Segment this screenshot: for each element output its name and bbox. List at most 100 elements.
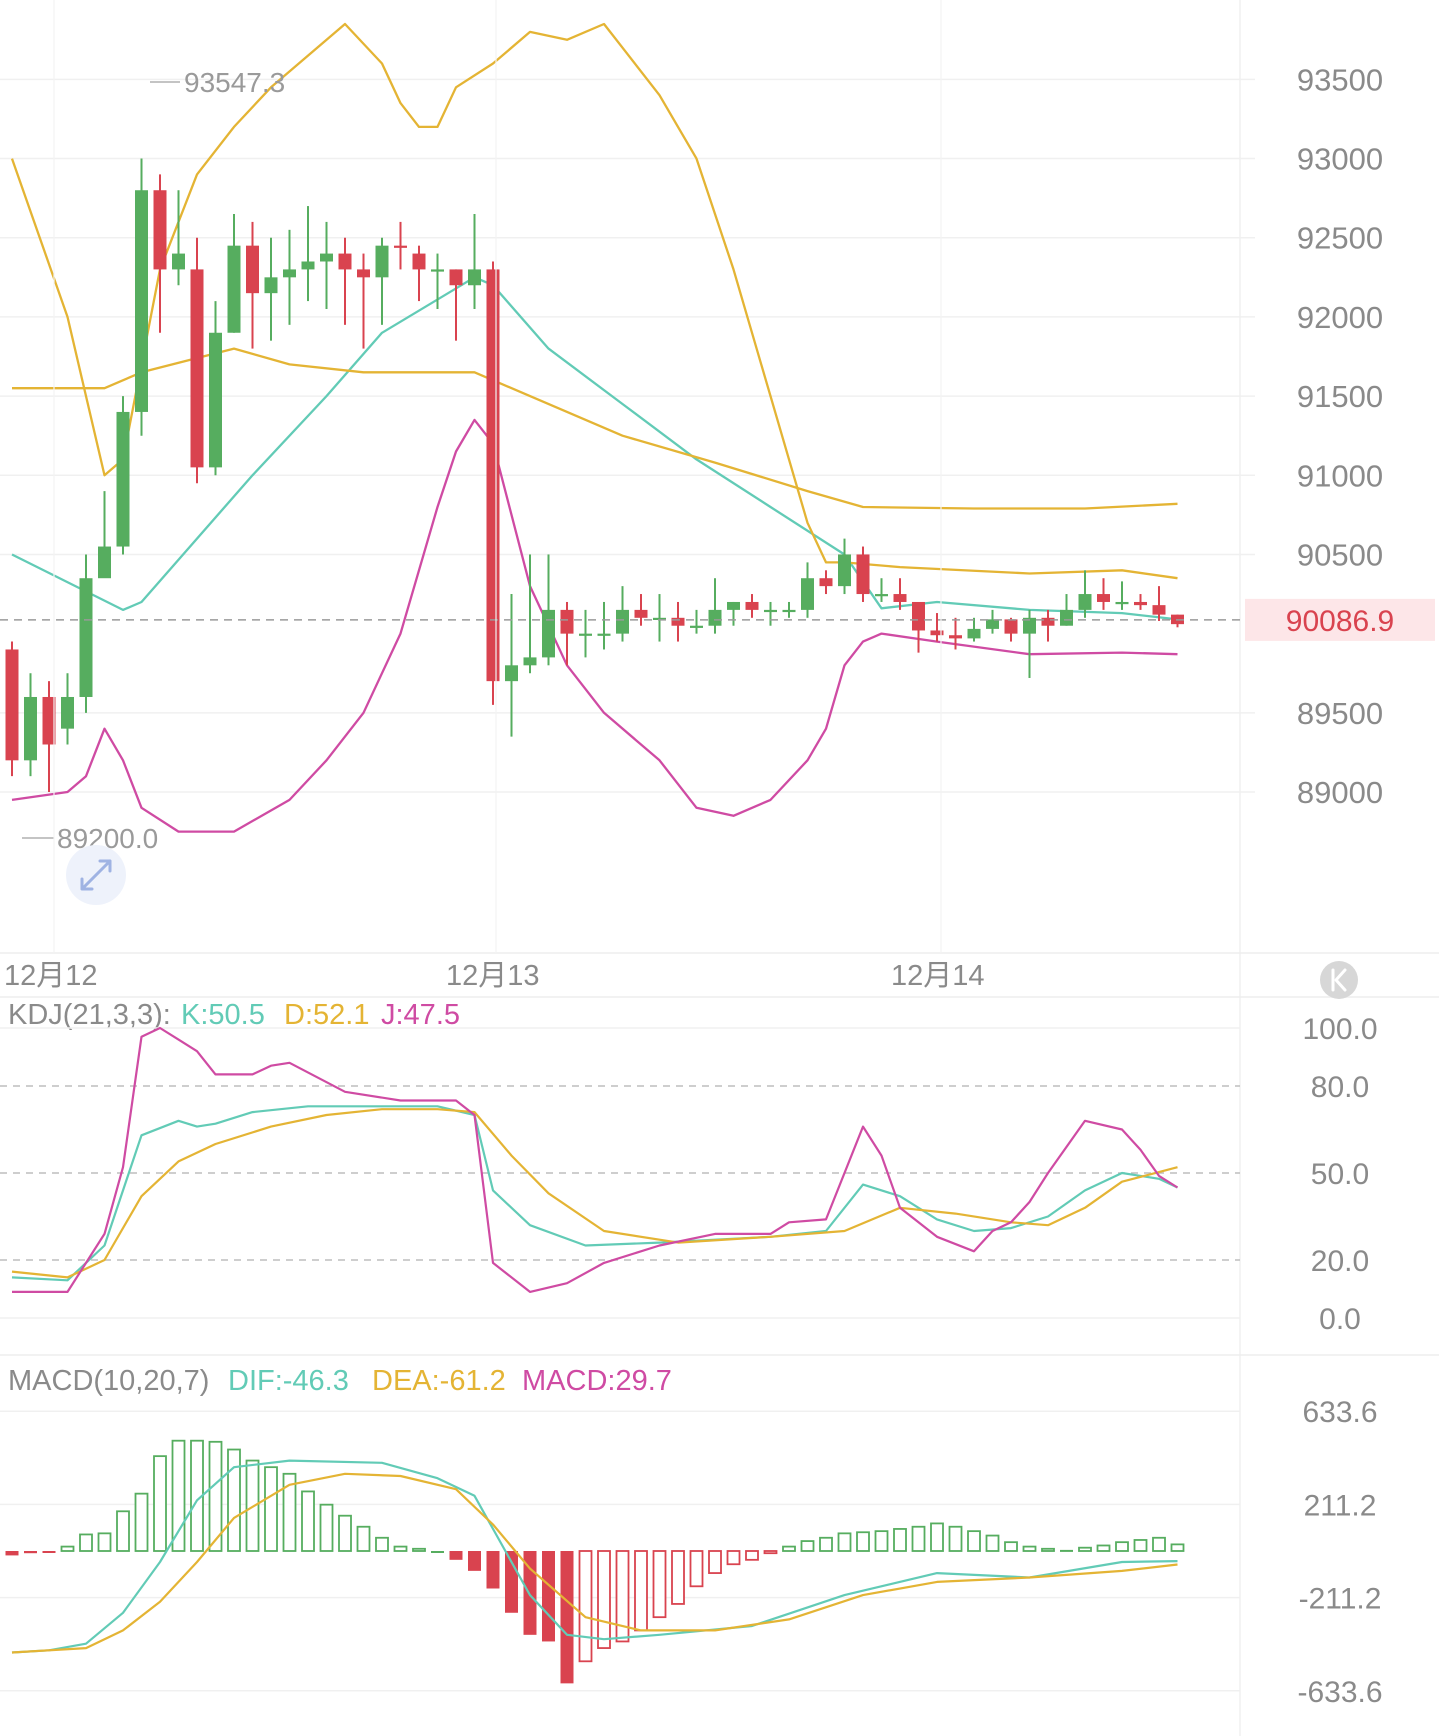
macd-hist-bar (5, 1551, 19, 1556)
candle-body (560, 609, 574, 634)
expand-icon[interactable] (66, 845, 126, 905)
macd-hist-bar (1022, 1545, 1037, 1552)
candle (912, 601, 925, 653)
candle-body (1041, 617, 1055, 626)
candle (930, 613, 944, 642)
macd-hist-bar (264, 1466, 278, 1552)
candle (61, 673, 74, 745)
candle-body (375, 245, 389, 278)
candle-body (412, 253, 426, 270)
candle-body (745, 601, 759, 610)
candle-body (227, 245, 241, 333)
kdj-tick-label: 100.0 (1302, 1013, 1377, 1046)
macd-histogram (5, 1439, 1185, 1684)
candle (1078, 570, 1092, 618)
macd-hist-bar (282, 1472, 297, 1552)
macd-hist-bar (597, 1550, 611, 1649)
macd-hist-bar (375, 1536, 389, 1552)
price-tick-label: 92000 (1297, 300, 1383, 335)
candle-body (283, 269, 296, 278)
macd-panel: MACD(10,20,7) DIF:-46.3 DEA:-61.2 MACD:2… (0, 1365, 1383, 1709)
macd-dif-line (11, 1459, 1178, 1654)
macd-hist-bar (800, 1540, 815, 1552)
candle (597, 601, 611, 650)
candle-body (394, 245, 407, 248)
macd-hist-bar (171, 1439, 186, 1552)
candle (338, 237, 352, 325)
candle (616, 586, 629, 642)
candle (875, 578, 888, 602)
macd-hist-bar (911, 1525, 926, 1552)
time-tick-label: 12月12 (4, 960, 98, 992)
candle-body (338, 253, 352, 270)
candle (745, 594, 759, 618)
macd-hist-bar (708, 1550, 722, 1574)
candle (375, 237, 389, 325)
candle-body (579, 633, 592, 636)
candle-body (357, 269, 370, 278)
macd-hist-bar (449, 1551, 463, 1560)
candle (190, 237, 204, 484)
band-line (11, 276, 1178, 621)
kdj-d-line (11, 1108, 1178, 1279)
candle (357, 253, 370, 349)
candle (560, 601, 574, 666)
candle-body (819, 578, 833, 587)
macd-hist-bar (301, 1490, 315, 1552)
candle (838, 538, 851, 595)
macd-hist-bar (116, 1510, 130, 1552)
macd-hist-bar (782, 1545, 796, 1552)
candle-body (727, 601, 740, 610)
macd-grid (0, 1410, 1240, 1692)
candle-body (856, 554, 870, 595)
candle-body (172, 253, 185, 270)
macd-hist-bar (97, 1532, 112, 1552)
macd-axis: 633.6 211.2 -211.2 -633.6 (1297, 1396, 1382, 1709)
macd-hist-bar (671, 1550, 685, 1605)
candle-body (320, 253, 333, 262)
price-tick-label: 89500 (1297, 696, 1383, 731)
price-tick-label: 93000 (1297, 142, 1383, 177)
candle-body (1152, 605, 1166, 615)
macd-hist-bar (134, 1492, 149, 1552)
macd-lines (11, 1459, 1178, 1654)
candle-body (1004, 619, 1018, 634)
macd-hist-bar (208, 1440, 223, 1552)
macd-hist-bar (763, 1550, 778, 1555)
candle-body (986, 619, 999, 629)
price-tick-label: 92500 (1297, 221, 1383, 256)
candle (468, 213, 481, 310)
candle (449, 269, 463, 341)
macd-hist-bar (24, 1551, 37, 1554)
candle-body (949, 635, 962, 639)
candle-body (801, 578, 814, 610)
candle-body (449, 269, 463, 286)
price-tick-label: 89000 (1297, 775, 1383, 810)
candle (301, 206, 315, 302)
macd-hist-bar (486, 1551, 500, 1589)
candle (967, 617, 981, 642)
collapse-panel-button[interactable] (1320, 961, 1358, 999)
candle (135, 158, 148, 436)
candle (819, 570, 833, 595)
macd-hist-bar (1170, 1543, 1185, 1552)
candle-body (135, 190, 148, 412)
current-price-line: 90086.9 (0, 598, 1435, 641)
candle-body (116, 411, 130, 547)
candle-body (930, 630, 944, 636)
candle-body (597, 633, 611, 636)
candle-body (1115, 601, 1129, 605)
macd-hist-bar (985, 1534, 1000, 1552)
kdj-j-line (12, 1026, 1179, 1293)
kdj-tick-label: 20.0 (1311, 1245, 1369, 1278)
macd-hist-bar (819, 1536, 833, 1552)
candle (1115, 581, 1129, 610)
candle (486, 261, 500, 705)
candle (690, 609, 703, 634)
candle-body (708, 609, 722, 626)
candle-body (912, 601, 925, 631)
candle (653, 594, 666, 642)
candle (209, 301, 222, 476)
macd-hist-bar (1115, 1541, 1129, 1552)
